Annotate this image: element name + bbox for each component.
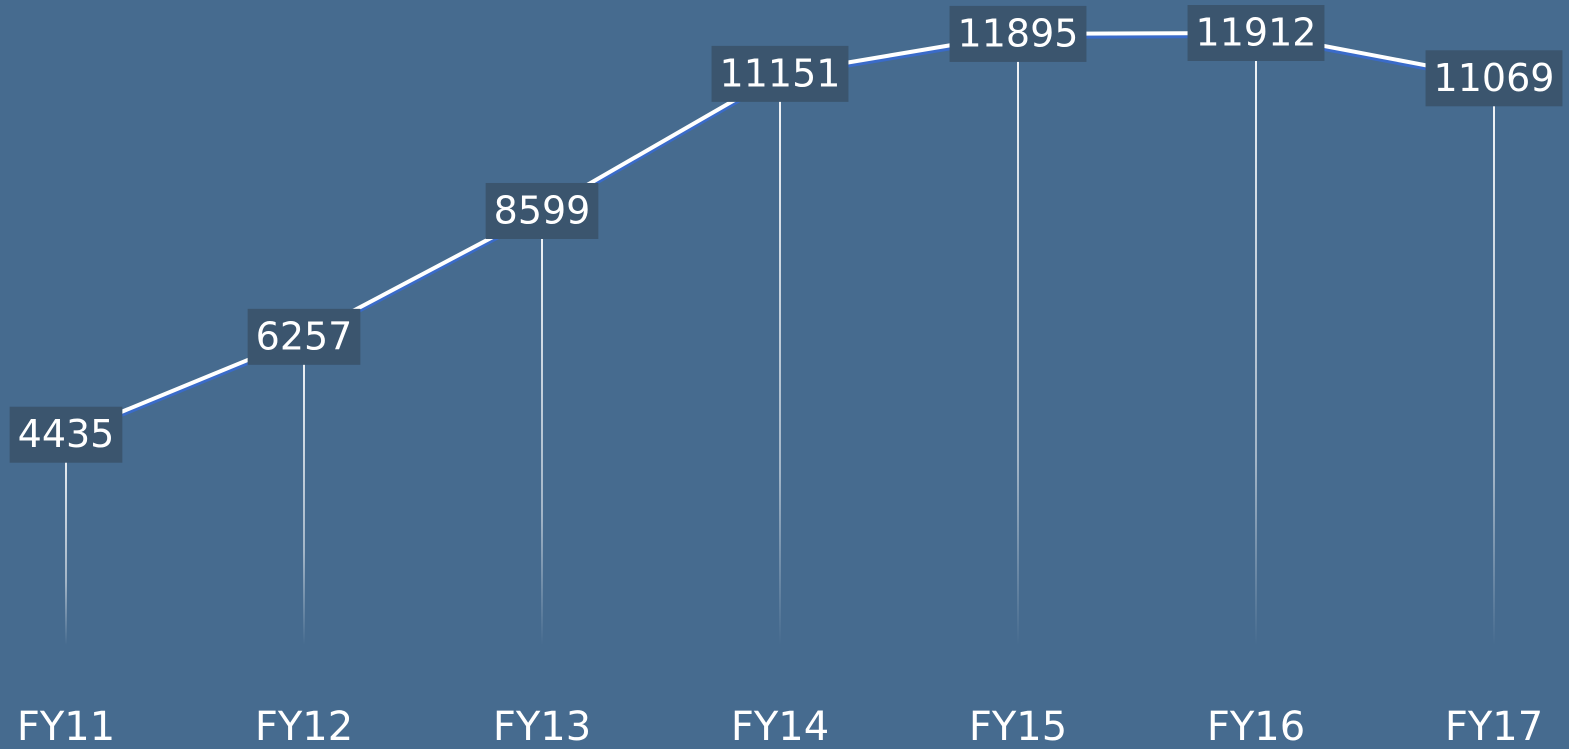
drop-line	[65, 434, 67, 645]
value-label: 11912	[1196, 11, 1317, 55]
value-label: 4435	[18, 412, 115, 456]
value-label: 8599	[494, 188, 591, 232]
x-tick-label: FY13	[493, 704, 591, 749]
x-tick-label: FY16	[1207, 704, 1305, 749]
value-label-box	[1425, 50, 1563, 107]
value-label-box	[485, 182, 599, 239]
drop-line	[1493, 78, 1495, 646]
drop-line	[1017, 33, 1019, 645]
value-label: 11895	[958, 11, 1079, 55]
value-label: 6257	[256, 314, 353, 358]
x-tick-label: FY12	[255, 704, 353, 749]
drop-line	[541, 210, 543, 645]
value-label-box	[711, 45, 849, 102]
value-label-box	[1187, 5, 1325, 61]
value-label-box	[247, 308, 361, 365]
value-label: 11069	[1434, 56, 1555, 100]
value-label-box	[949, 5, 1087, 62]
x-tick-label: FY11	[17, 704, 115, 749]
value-label: 11151	[720, 51, 841, 95]
drop-line	[1255, 33, 1257, 645]
x-tick-label: FY15	[969, 704, 1067, 749]
drop-line	[779, 73, 781, 646]
value-label-box	[9, 406, 123, 463]
x-tick-label: FY17	[1445, 704, 1543, 749]
drop-line	[303, 336, 305, 645]
x-tick-label: FY14	[731, 704, 829, 749]
